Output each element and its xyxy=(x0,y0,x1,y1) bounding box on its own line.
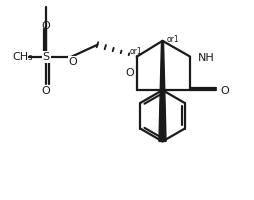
Polygon shape xyxy=(159,41,166,141)
Text: NH: NH xyxy=(198,53,215,63)
Text: O: O xyxy=(68,57,77,67)
Text: CH₃: CH₃ xyxy=(12,52,33,62)
Text: S: S xyxy=(43,52,50,62)
Text: O: O xyxy=(221,86,229,96)
Text: O: O xyxy=(42,86,51,96)
Text: or1: or1 xyxy=(166,35,179,44)
Text: O: O xyxy=(42,21,51,31)
Text: O: O xyxy=(125,68,134,78)
Text: or1: or1 xyxy=(130,47,142,56)
